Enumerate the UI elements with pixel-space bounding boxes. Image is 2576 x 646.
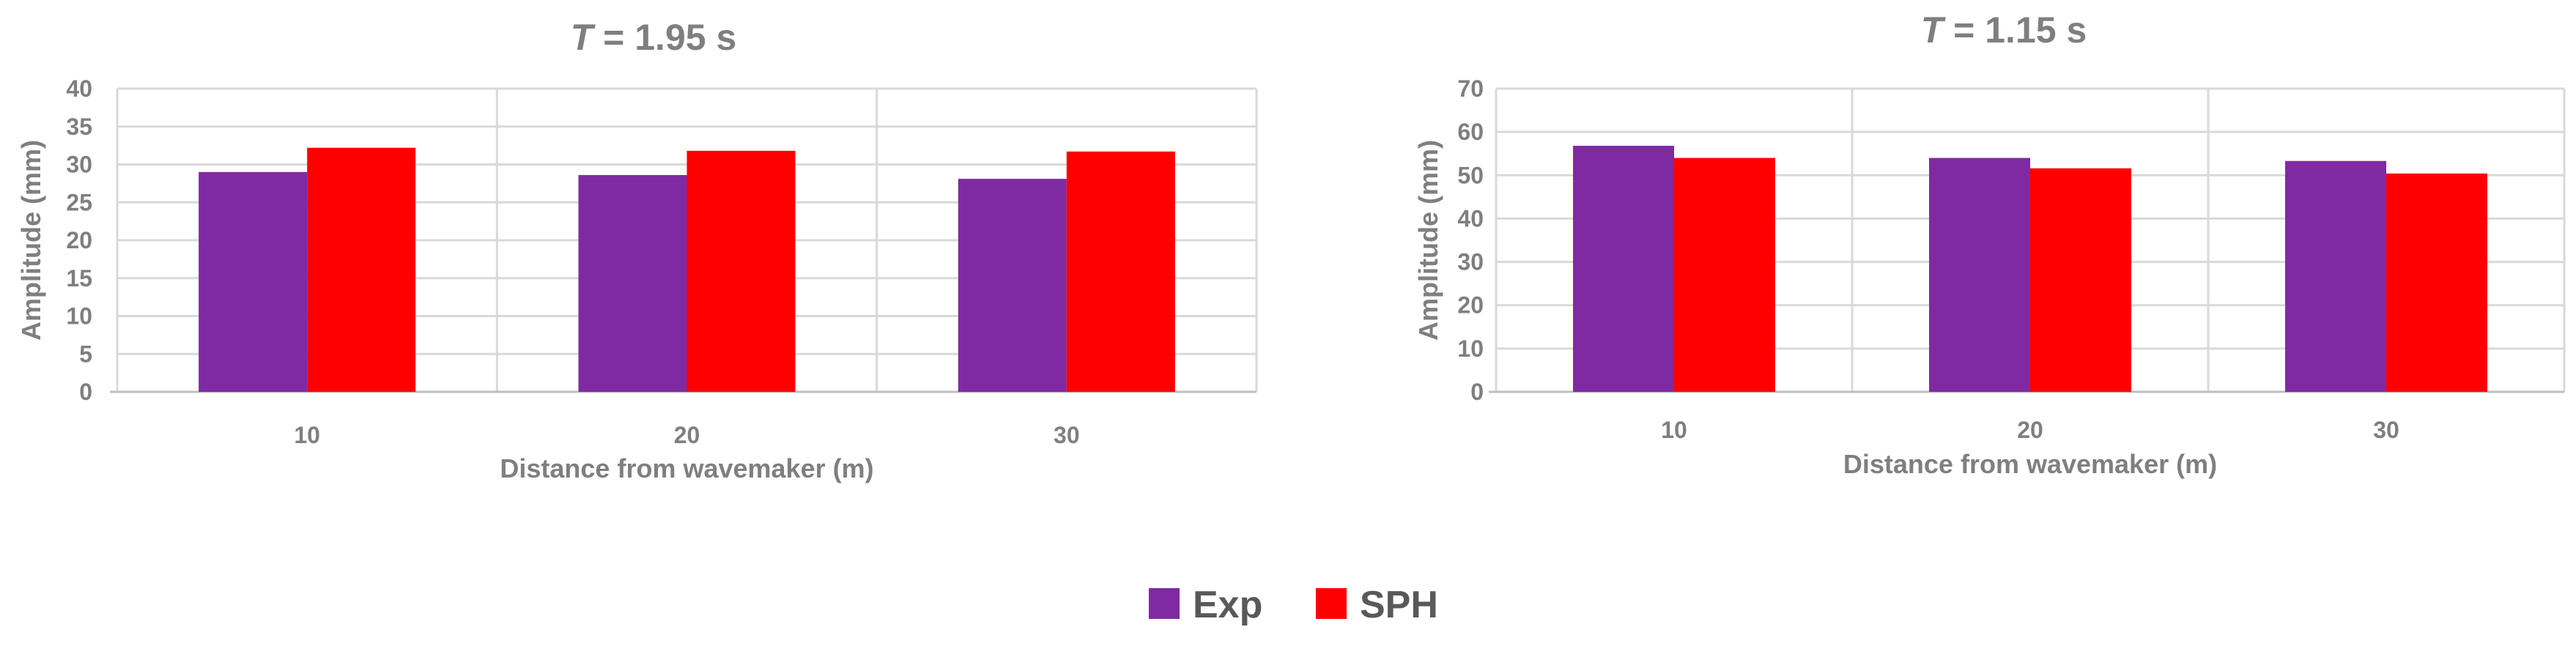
x-axis-label: Distance from wavemaker (m) xyxy=(1843,449,2217,479)
chart-title: T = 1.95 s xyxy=(571,17,737,58)
bar-sph-30 xyxy=(2386,173,2487,393)
bar-exp-30 xyxy=(2285,160,2386,393)
bar-exp-10 xyxy=(1573,146,1674,392)
bar-sph-10 xyxy=(1674,157,1775,392)
legend: Exp SPH xyxy=(1149,584,1438,626)
bar-sph-30 xyxy=(1066,151,1175,392)
bar-exp-20 xyxy=(578,174,687,393)
chart-title-variable: T xyxy=(1921,10,1947,51)
y-tick-label: 30 xyxy=(1457,249,1484,275)
y-tick-label: 20 xyxy=(66,227,92,253)
chart-amplitude-t-1-95: T = 1.95 s 0 5 10 15 20 25 30 35 40 10 20 30 Distance… xyxy=(16,17,1258,483)
x-tick-label: 20 xyxy=(674,422,700,448)
y-tick-label: 20 xyxy=(1457,292,1484,319)
legend-label-sph: SPH xyxy=(1360,584,1438,626)
bar-exp-30 xyxy=(958,179,1067,393)
chart-amplitude-t-1-15: T = 1.15 s 0 10 20 30 40 50 60 70 10 20 30 Distance … xyxy=(1413,10,2566,479)
chart-title-rest: = 1.95 s xyxy=(593,17,736,58)
legend-swatch-sph xyxy=(1316,588,1347,619)
bar-sph-20 xyxy=(686,150,796,392)
x-tick-label: 30 xyxy=(1054,422,1080,448)
y-tick-label: 30 xyxy=(66,152,92,178)
chart-title: T = 1.15 s xyxy=(1921,10,2087,51)
y-tick-label: 0 xyxy=(1470,379,1484,405)
x-tick-label: 20 xyxy=(2017,417,2043,443)
y-tick-label: 0 xyxy=(79,379,92,405)
y-tick-label: 40 xyxy=(66,75,92,102)
x-tick-label: 10 xyxy=(1661,417,1687,443)
bar-exp-10 xyxy=(199,171,308,392)
y-tick-label: 35 xyxy=(66,114,92,140)
y-tick-label: 5 xyxy=(79,341,92,367)
x-axis-label: Distance from wavemaker (m) xyxy=(500,453,873,483)
bar-exp-20 xyxy=(1929,157,2030,392)
x-tick-label: 10 xyxy=(294,422,320,448)
legend-label-exp: Exp xyxy=(1193,584,1262,626)
y-tick-label: 40 xyxy=(1457,205,1484,231)
y-axis-label: Amplitude (mm) xyxy=(16,140,46,341)
bar-sph-20 xyxy=(2030,168,2131,392)
bar-sph-10 xyxy=(307,147,416,393)
y-tick-label: 10 xyxy=(1457,335,1484,362)
y-tick-label: 50 xyxy=(1457,162,1484,188)
y-tick-label: 60 xyxy=(1457,119,1484,145)
chart-title-variable: T xyxy=(571,17,596,58)
y-axis-label: Amplitude (mm) xyxy=(1413,140,1443,341)
y-tick-label: 10 xyxy=(66,303,92,330)
y-tick-label: 25 xyxy=(66,189,92,215)
y-tick-label: 70 xyxy=(1457,75,1484,102)
legend-swatch-exp xyxy=(1149,588,1180,619)
y-tick-label: 15 xyxy=(66,265,92,292)
x-tick-label: 30 xyxy=(2373,417,2399,443)
chart-title-rest: = 1.15 s xyxy=(1943,10,2087,51)
